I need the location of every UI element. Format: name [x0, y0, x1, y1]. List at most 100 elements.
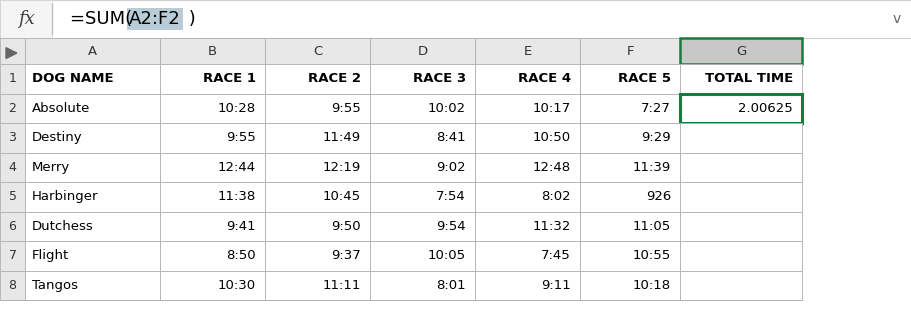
Text: DOG NAME: DOG NAME — [32, 72, 114, 85]
Bar — [25, 153, 159, 182]
Bar — [265, 270, 370, 300]
Bar — [680, 93, 801, 123]
Bar — [0, 211, 25, 241]
Bar — [25, 211, 159, 241]
Text: 2: 2 — [8, 102, 16, 115]
Bar — [680, 211, 801, 241]
Bar — [25, 38, 159, 64]
Bar — [0, 153, 25, 182]
Bar — [265, 241, 370, 270]
Text: 9:55: 9:55 — [226, 131, 256, 144]
Text: 12:19: 12:19 — [322, 161, 361, 174]
Bar — [475, 182, 579, 211]
Bar — [159, 182, 265, 211]
Bar — [265, 123, 370, 153]
Text: 7:45: 7:45 — [540, 249, 570, 262]
Text: 8:01: 8:01 — [435, 279, 466, 292]
Text: 10:02: 10:02 — [427, 102, 466, 115]
Text: 7:54: 7:54 — [435, 190, 466, 203]
Bar — [159, 64, 265, 93]
Text: E: E — [523, 44, 531, 57]
Bar — [25, 182, 159, 211]
Text: RACE 4: RACE 4 — [517, 72, 570, 85]
Bar — [680, 64, 801, 93]
Text: 10:05: 10:05 — [427, 249, 466, 262]
Text: B: B — [208, 44, 217, 57]
Text: 926: 926 — [645, 190, 670, 203]
Bar — [159, 153, 265, 182]
Text: 11:32: 11:32 — [532, 220, 570, 233]
Bar — [680, 123, 801, 153]
Bar — [265, 93, 370, 123]
Text: 7:27: 7:27 — [640, 102, 670, 115]
Text: fx: fx — [17, 10, 35, 28]
Bar — [25, 64, 159, 93]
Bar — [265, 38, 370, 64]
Bar — [0, 64, 25, 93]
Text: 1: 1 — [8, 72, 16, 85]
Bar — [370, 153, 475, 182]
Text: 9:29: 9:29 — [640, 131, 670, 144]
Text: =SUM(: =SUM( — [70, 10, 138, 28]
Text: 9:02: 9:02 — [435, 161, 466, 174]
Text: 12:48: 12:48 — [532, 161, 570, 174]
Text: 8:50: 8:50 — [226, 249, 256, 262]
Bar — [0, 0, 52, 38]
Bar — [0, 270, 25, 300]
Bar — [370, 241, 475, 270]
Text: 9:50: 9:50 — [331, 220, 361, 233]
Text: C: C — [312, 44, 322, 57]
Bar — [579, 182, 680, 211]
Text: 9:41: 9:41 — [226, 220, 256, 233]
Polygon shape — [6, 48, 16, 58]
Bar — [579, 241, 680, 270]
Bar — [475, 153, 579, 182]
Text: 5: 5 — [8, 190, 16, 203]
Bar — [159, 270, 265, 300]
Bar — [0, 0, 911, 38]
Bar — [265, 64, 370, 93]
Bar — [475, 270, 579, 300]
Text: 4: 4 — [8, 161, 16, 174]
Bar — [475, 64, 579, 93]
Text: 9:55: 9:55 — [331, 102, 361, 115]
Text: RACE 2: RACE 2 — [308, 72, 361, 85]
Bar — [370, 211, 475, 241]
Bar — [579, 153, 680, 182]
Bar — [159, 93, 265, 123]
Bar — [25, 270, 159, 300]
Bar — [159, 211, 265, 241]
Text: 10:45: 10:45 — [322, 190, 361, 203]
Text: Merry: Merry — [32, 161, 70, 174]
Text: 9:11: 9:11 — [540, 279, 570, 292]
Text: 9:54: 9:54 — [435, 220, 466, 233]
Bar — [25, 123, 159, 153]
Text: 10:17: 10:17 — [532, 102, 570, 115]
Text: 12:44: 12:44 — [218, 161, 256, 174]
Text: G: G — [735, 44, 745, 57]
Text: Dutchess: Dutchess — [32, 220, 94, 233]
Bar — [25, 241, 159, 270]
Text: RACE 1: RACE 1 — [203, 72, 256, 85]
Bar — [370, 182, 475, 211]
Bar — [370, 38, 475, 64]
Bar — [159, 123, 265, 153]
Text: 11:11: 11:11 — [322, 279, 361, 292]
Text: 10:30: 10:30 — [218, 279, 256, 292]
Bar — [159, 38, 265, 64]
Text: 6: 6 — [8, 220, 16, 233]
Text: Flight: Flight — [32, 249, 69, 262]
Text: 8: 8 — [8, 279, 16, 292]
Bar — [0, 241, 25, 270]
Bar — [370, 64, 475, 93]
Text: TOTAL TIME: TOTAL TIME — [704, 72, 793, 85]
Bar — [159, 241, 265, 270]
Text: ): ) — [182, 10, 195, 28]
Bar — [579, 38, 680, 64]
Text: 11:05: 11:05 — [632, 220, 670, 233]
Bar — [265, 182, 370, 211]
Text: 8:02: 8:02 — [541, 190, 570, 203]
Text: 10:18: 10:18 — [632, 279, 670, 292]
Text: 9:37: 9:37 — [331, 249, 361, 262]
Bar — [680, 241, 801, 270]
